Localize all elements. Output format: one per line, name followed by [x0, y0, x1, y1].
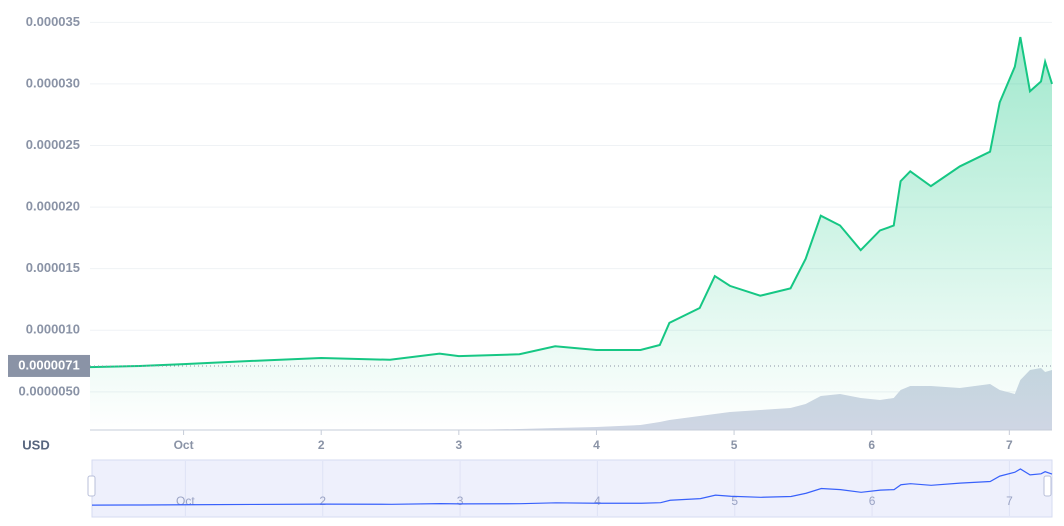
navigator-tick-label: 4	[594, 494, 601, 508]
navigator-tick-label: 6	[869, 494, 876, 508]
navigator-tick-label: 3	[457, 494, 464, 508]
navigator-tick-label: 7	[1006, 494, 1013, 508]
x-tick-label: 4	[593, 438, 600, 452]
x-tick-label: 2	[318, 438, 325, 452]
navigator[interactable]	[91, 459, 1053, 518]
navigator-tick-label: Oct	[176, 494, 195, 508]
y-tick-label: 0.000020	[26, 199, 80, 214]
y-tick-label: 0.000030	[26, 75, 80, 90]
navigator-handle-right[interactable]	[1043, 475, 1052, 497]
navigator-line	[91, 468, 1053, 506]
y-tick-label: 0.0000050	[19, 383, 80, 398]
x-tick-label: 5	[731, 438, 738, 452]
navigator-tick-label: 5	[731, 494, 738, 508]
currency-label: USD	[22, 437, 49, 452]
x-tick-label: 7	[1006, 438, 1013, 452]
x-tick-label: Oct	[174, 438, 194, 452]
y-tick-label: 0.000035	[26, 14, 80, 29]
y-tick-label: 0.000025	[26, 137, 80, 152]
navigator-handle-left[interactable]	[87, 475, 96, 497]
navigator-tick-label: 2	[319, 494, 326, 508]
y-tick-label: 0.000015	[26, 260, 80, 275]
y-tick-label: 0.000010	[26, 322, 80, 337]
x-tick-label: 6	[868, 438, 875, 452]
price-area	[90, 37, 1052, 431]
price-line	[89, 36, 1053, 369]
current-price-tag	[8, 354, 90, 377]
current-price-label: 0.0000071	[18, 357, 79, 372]
x-tick-label: 3	[455, 438, 462, 452]
